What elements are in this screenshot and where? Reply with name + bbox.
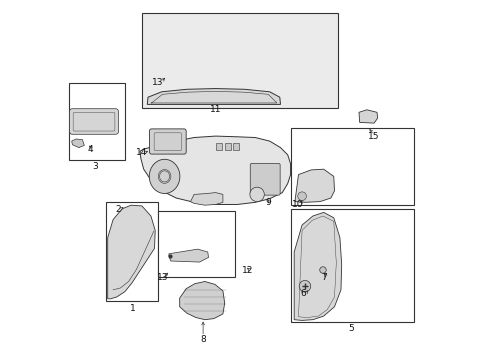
Text: 2: 2 <box>115 205 121 214</box>
Circle shape <box>249 187 264 202</box>
Polygon shape <box>168 249 208 262</box>
Text: 4: 4 <box>87 145 93 154</box>
Bar <box>69 83 124 160</box>
Text: 10: 10 <box>291 200 303 209</box>
Ellipse shape <box>149 159 180 194</box>
Circle shape <box>319 267 325 273</box>
FancyBboxPatch shape <box>69 109 118 134</box>
Polygon shape <box>147 89 280 104</box>
FancyBboxPatch shape <box>250 163 280 195</box>
Polygon shape <box>358 110 377 123</box>
Bar <box>232 143 239 150</box>
Text: 14: 14 <box>135 148 146 157</box>
Polygon shape <box>294 212 341 320</box>
Bar <box>291 128 413 205</box>
Text: 11: 11 <box>209 104 221 114</box>
Polygon shape <box>294 169 334 202</box>
Polygon shape <box>190 193 223 205</box>
Text: 1: 1 <box>130 304 136 313</box>
Text: 8: 8 <box>200 335 205 343</box>
Text: 5: 5 <box>348 324 354 333</box>
Text: 13: 13 <box>151 77 163 86</box>
Bar <box>106 202 158 301</box>
Text: 15: 15 <box>367 132 379 141</box>
Text: 13: 13 <box>156 273 168 282</box>
Text: 3: 3 <box>92 162 98 171</box>
Polygon shape <box>72 139 84 148</box>
Bar <box>215 143 222 150</box>
Circle shape <box>297 192 306 201</box>
Bar <box>224 143 231 150</box>
Text: 7: 7 <box>320 273 326 282</box>
Circle shape <box>299 280 310 292</box>
Polygon shape <box>107 205 155 299</box>
Text: 9: 9 <box>264 198 270 207</box>
Bar <box>142 13 337 108</box>
Bar <box>158 211 235 277</box>
Polygon shape <box>179 282 224 320</box>
FancyBboxPatch shape <box>149 129 186 154</box>
Text: 6: 6 <box>300 289 305 298</box>
Polygon shape <box>140 136 290 204</box>
Bar <box>291 209 413 322</box>
Text: 12: 12 <box>242 266 253 275</box>
